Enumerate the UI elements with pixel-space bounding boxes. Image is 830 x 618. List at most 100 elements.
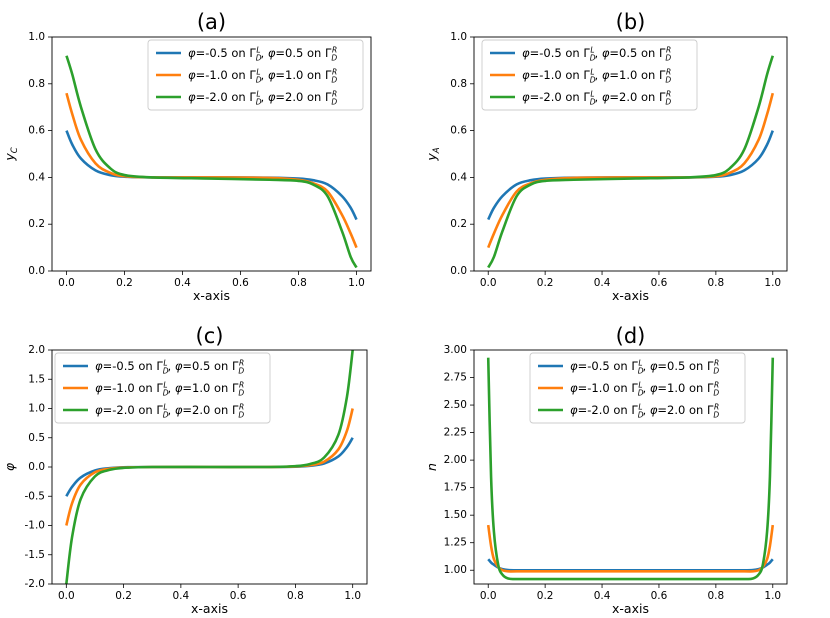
y-tick-label: -1.5 bbox=[25, 549, 46, 561]
y-axis-label: yA bbox=[424, 147, 442, 161]
y-tick-label: 0.0 bbox=[28, 461, 45, 473]
legend: φ=-0.5 on ΓDL, φ=0.5 on ΓDR φ=-1.0 on ΓDL… bbox=[147, 39, 364, 111]
legend-label-1: φ=-0.5 on ΓDL, φ=0.5 on ΓDR bbox=[522, 46, 671, 63]
x-tick-label: 0.0 bbox=[480, 590, 497, 602]
x-axis-label: x-axis bbox=[612, 601, 649, 616]
x-tick-label: 0.8 bbox=[287, 590, 304, 602]
panel-d: (d) 0.0 0.2 0.4 0.6 0.8 1.0 1.00 1.25 1.50 1.75 2.0… bbox=[424, 324, 788, 616]
legend-label-2: φ=-1.0 on ΓDL, φ=1.0 on ΓDR bbox=[522, 68, 671, 85]
y-tick-label: 0.4 bbox=[28, 171, 45, 183]
legend-box bbox=[529, 352, 746, 424]
panel-title: (b) bbox=[616, 10, 646, 34]
y-tick-label: 1.00 bbox=[444, 564, 467, 576]
x-tick-label: 0.0 bbox=[58, 590, 75, 602]
series-line-2 bbox=[65, 92, 358, 249]
y-tick-label: 0.2 bbox=[28, 218, 45, 230]
panel-title: (d) bbox=[616, 324, 646, 348]
series-line-1 bbox=[487, 130, 774, 221]
legend-label-2: φ=-1.0 on ΓDL, φ=1.0 on ΓDR bbox=[188, 68, 337, 85]
legend-label-2: φ=-1.0 on ΓDL, φ=1.0 on ΓDR bbox=[95, 381, 244, 398]
series-line-3 bbox=[487, 55, 775, 269]
y-tick-label: 1.25 bbox=[444, 537, 467, 549]
x-tick-label: 0.0 bbox=[480, 277, 497, 289]
y-tick-label: 2.50 bbox=[444, 399, 467, 411]
y-tick-label: 0.4 bbox=[450, 171, 467, 183]
y-tick-label: 0.8 bbox=[28, 78, 45, 90]
y-tick-label: 0.6 bbox=[450, 125, 467, 137]
x-tick-label: 0.6 bbox=[232, 277, 249, 289]
legend-label-1: φ=-0.5 on ΓDL, φ=0.5 on ΓDR bbox=[95, 359, 244, 376]
y-tick-label: 1.5 bbox=[28, 373, 45, 385]
series-line-3 bbox=[65, 55, 358, 269]
legend-box bbox=[54, 352, 271, 424]
x-tick-label: 0.2 bbox=[537, 590, 554, 602]
x-axis-label: x-axis bbox=[193, 288, 230, 303]
series-line-3 bbox=[65, 350, 354, 584]
series-line-3 bbox=[486, 357, 775, 581]
series-line-2 bbox=[487, 92, 775, 249]
y-tick-label: 2.00 bbox=[444, 454, 467, 466]
legend: φ=-0.5 on ΓDL, φ=0.5 on ΓDR φ=-1.0 on ΓDL… bbox=[481, 39, 698, 111]
series-line-1 bbox=[65, 130, 358, 221]
series-line-2 bbox=[486, 524, 775, 573]
y-tick-label: 1.0 bbox=[28, 31, 45, 43]
y-tick-label: 1.75 bbox=[444, 482, 467, 494]
y-tick-label: 0.0 bbox=[28, 265, 45, 277]
legend-box bbox=[147, 39, 364, 111]
x-tick-label: 0.8 bbox=[708, 590, 725, 602]
legend-label-2: φ=-1.0 on ΓDL, φ=1.0 on ΓDR bbox=[570, 381, 719, 398]
axes-frame bbox=[473, 36, 788, 272]
y-tick-label: -2.0 bbox=[25, 578, 46, 590]
legend-label-3: φ=-2.0 on ΓDL, φ=2.0 on ΓDR bbox=[570, 403, 719, 420]
y-tick-label: 2.25 bbox=[444, 427, 467, 439]
y-tick-label: 3.00 bbox=[444, 344, 467, 356]
y-tick-label: 0.8 bbox=[450, 78, 467, 90]
y-axis-label: yC bbox=[2, 147, 20, 161]
x-tick-label: 0.2 bbox=[116, 277, 133, 289]
panel-c: (c) 0.0 0.2 0.4 0.6 0.8 1.0 -2.0 -1.5 -1.0 -0.5 0.0… bbox=[2, 324, 368, 616]
x-tick-label: 1.0 bbox=[344, 590, 361, 602]
y-tick-label: 1.0 bbox=[28, 403, 45, 415]
x-tick-label: 0.2 bbox=[115, 590, 132, 602]
y-axis-label: n bbox=[424, 463, 439, 471]
legend-label-3: φ=-2.0 on ΓDL, φ=2.0 on ΓDR bbox=[95, 403, 244, 420]
y-tick-label: 1.50 bbox=[444, 509, 467, 521]
legend-label-3: φ=-2.0 on ΓDL, φ=2.0 on ΓDR bbox=[522, 90, 671, 107]
x-tick-label: 0.8 bbox=[290, 277, 307, 289]
y-tick-label: 0.6 bbox=[28, 125, 45, 137]
legend-label-3: φ=-2.0 on ΓDL, φ=2.0 on ΓDR bbox=[188, 90, 337, 107]
x-tick-label: 0.0 bbox=[58, 277, 75, 289]
x-axis-label: x-axis bbox=[612, 288, 649, 303]
x-axis-label: x-axis bbox=[191, 601, 228, 616]
x-tick-label: 0.4 bbox=[594, 590, 611, 602]
x-tick-label: 0.2 bbox=[537, 277, 554, 289]
series-line-1 bbox=[487, 558, 774, 572]
x-tick-label: 0.4 bbox=[174, 277, 191, 289]
axes-frame bbox=[51, 36, 372, 272]
legend-box bbox=[481, 39, 698, 111]
legend: φ=-0.5 on ΓDL, φ=0.5 on ΓDR φ=-1.0 on ΓDL… bbox=[54, 352, 271, 424]
y-tick-label: 0.2 bbox=[450, 218, 467, 230]
x-tick-label: 0.6 bbox=[651, 590, 668, 602]
y-tick-label: 0.0 bbox=[450, 265, 467, 277]
y-tick-label: 1.0 bbox=[450, 31, 467, 43]
x-tick-label: 1.0 bbox=[764, 277, 781, 289]
x-tick-label: 0.6 bbox=[230, 590, 247, 602]
y-tick-label: 2.0 bbox=[28, 344, 45, 356]
x-tick-label: 0.4 bbox=[594, 277, 611, 289]
x-tick-label: 0.6 bbox=[651, 277, 668, 289]
panel-b: (b) 0.0 0.2 0.4 0.6 0.8 1.0 0.0 0.2 0.4 0.6 0.8 1.0 x… bbox=[424, 10, 788, 303]
axes-frame bbox=[473, 349, 788, 585]
legend: φ=-0.5 on ΓDL, φ=0.5 on ΓDR φ=-1.0 on ΓDL… bbox=[529, 352, 746, 424]
x-tick-label: 1.0 bbox=[348, 277, 365, 289]
y-axis-label: φ bbox=[2, 462, 17, 471]
x-tick-label: 0.4 bbox=[173, 590, 190, 602]
y-tick-label: -0.5 bbox=[25, 490, 46, 502]
panel-title: (a) bbox=[197, 10, 226, 34]
x-tick-label: 0.8 bbox=[708, 277, 725, 289]
panel-title: (c) bbox=[196, 324, 224, 348]
legend-label-1: φ=-0.5 on ΓDL, φ=0.5 on ΓDR bbox=[188, 46, 337, 63]
legend-label-1: φ=-0.5 on ΓDL, φ=0.5 on ΓDR bbox=[570, 359, 719, 376]
x-tick-label: 1.0 bbox=[764, 590, 781, 602]
y-tick-label: 2.75 bbox=[444, 372, 467, 384]
